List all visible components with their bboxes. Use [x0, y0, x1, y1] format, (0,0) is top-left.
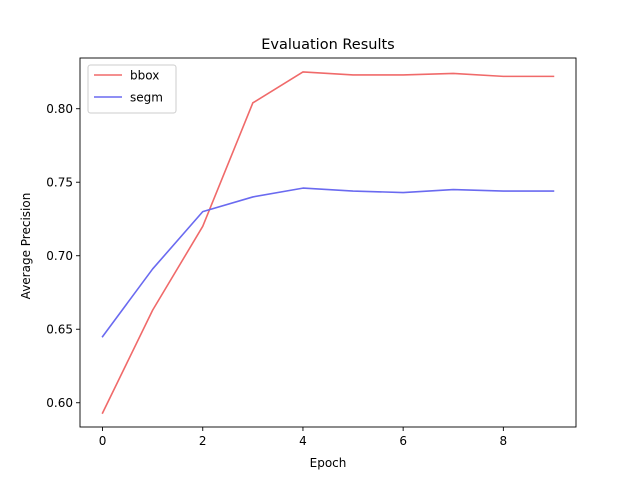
legend-label-segm: segm	[130, 91, 163, 105]
axes: 0 2 4 6 8 0.60 0.65 0.70 0.75 0.80	[46, 57, 577, 448]
y-tick-label: 0.70	[46, 249, 73, 263]
chart-title: Evaluation Results	[261, 37, 394, 53]
x-tick-label: 0	[99, 434, 107, 448]
series-line-bbox	[101, 71, 555, 415]
y-tick-label: 0.60	[46, 396, 73, 410]
legend-box	[87, 64, 177, 114]
plot-area	[101, 71, 555, 415]
y-tick-label: 0.80	[46, 102, 73, 116]
series-line-segm	[101, 187, 555, 338]
y-axis-label: Average Precision	[19, 193, 33, 300]
x-tick-label: 6	[399, 434, 407, 448]
y-tick-label: 0.65	[46, 323, 73, 337]
y-tick-label: 0.75	[46, 176, 73, 190]
x-tick-label: 4	[299, 434, 307, 448]
legend-label-bbox: bbox	[130, 69, 159, 83]
x-axis-label: Epoch	[310, 456, 347, 470]
x-tick-label: 8	[500, 434, 508, 448]
x-tick-label: 2	[199, 434, 207, 448]
legend: bbox segm	[87, 64, 177, 114]
plot-frame	[79, 57, 577, 428]
